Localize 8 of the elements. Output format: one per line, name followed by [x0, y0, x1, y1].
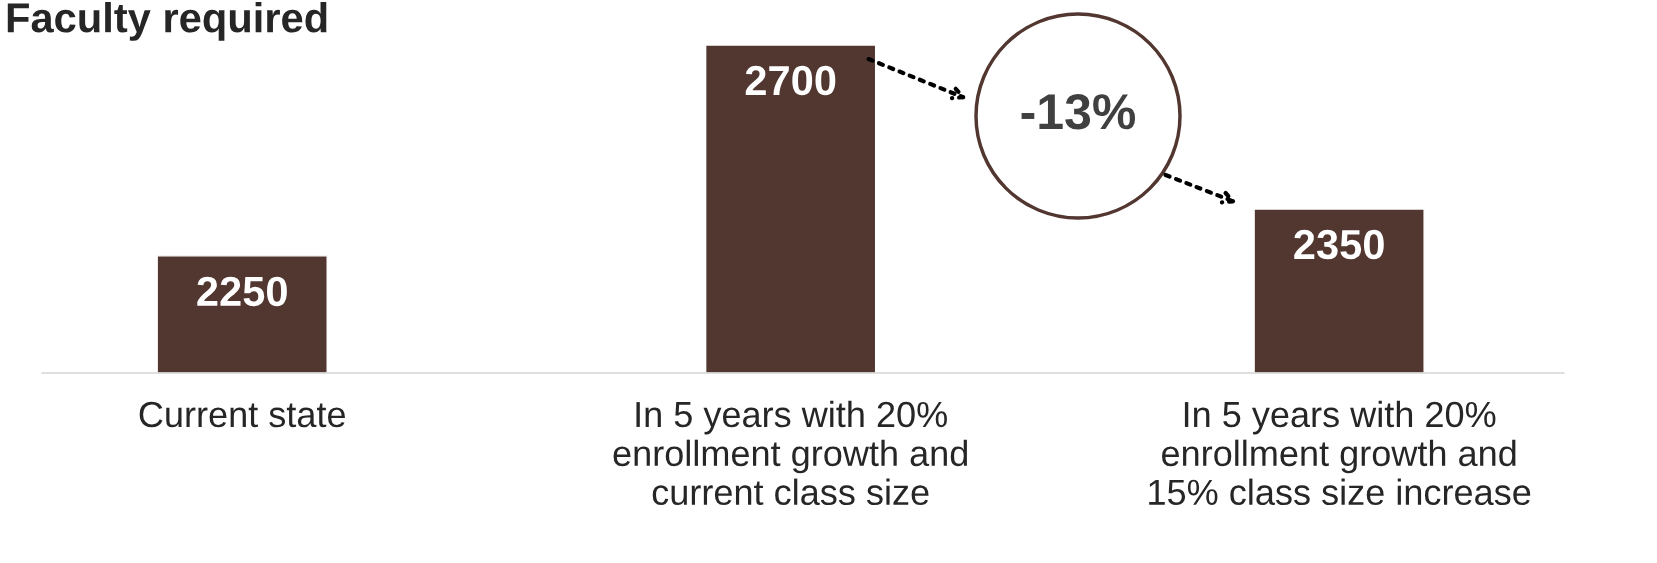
annotation: -13%	[1021, 94, 1136, 130]
x-tick-label: Current state	[139, 401, 345, 428]
data-label: 2700	[745, 65, 836, 96]
x-tick-label: In 5 years with 20% enrollment growth and 15% class size increase	[1149, 400, 1531, 506]
data-label: 2250	[197, 276, 287, 307]
x-tick-label: In 5 years with 20% enrollment growth and current class size	[613, 400, 967, 506]
data-label: 2350	[1294, 229, 1384, 260]
chart-title: Faculty required	[7, 2, 327, 41]
